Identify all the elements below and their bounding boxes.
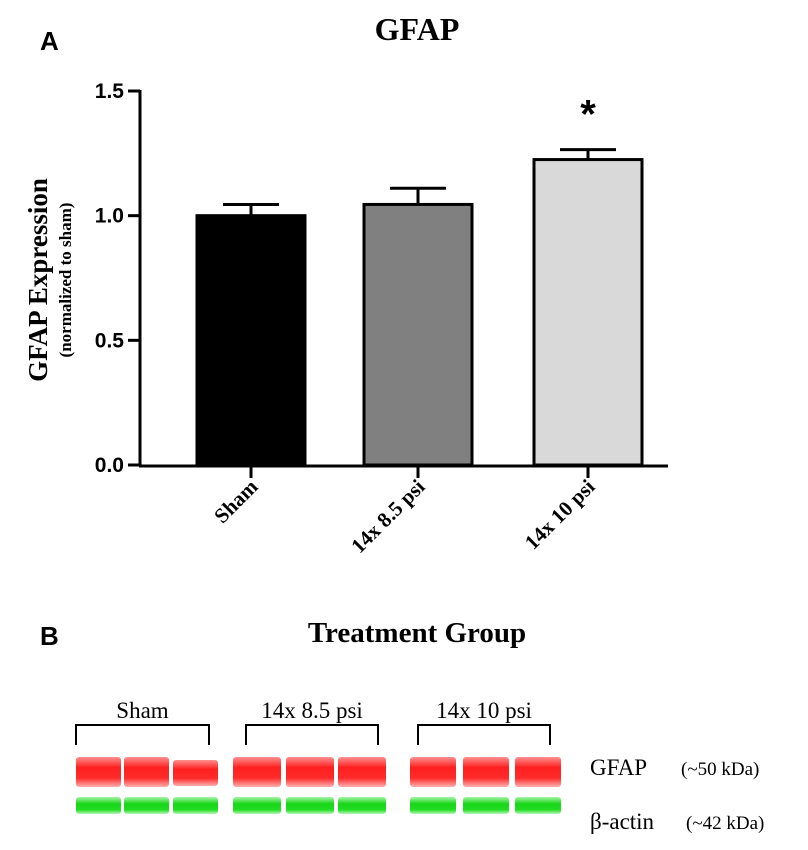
- x-ticks: Sham 14x 8.5 psi 14x 10 psi: [209, 466, 600, 558]
- gfap-band: [410, 757, 456, 787]
- y-tick-label: 0.0: [95, 454, 124, 477]
- gfap-band: [233, 757, 281, 787]
- y-axis-label: GFAP Expression: [23, 178, 53, 382]
- gfap-band: [173, 760, 218, 786]
- actin-band: [410, 797, 456, 814]
- blot-group-label: 14x 8.5 psi: [261, 698, 363, 723]
- panel-b-label: B: [40, 621, 59, 651]
- x-tick-label: 14x 10 psi: [520, 474, 600, 554]
- gfap-band: [338, 757, 386, 787]
- bar-0: [195, 214, 307, 467]
- bars: *: [195, 93, 644, 467]
- actin-band-label: β-actin: [590, 809, 655, 834]
- actin-band: [338, 797, 386, 814]
- gfap-band: [76, 757, 121, 787]
- blot-group-bracket: [75, 724, 210, 745]
- western-blot: Sham 14x 8.5 psi 14x 10 psi GFAP (~50 kDa) β-…: [75, 698, 764, 834]
- x-axis-label: Treatment Group: [308, 617, 526, 649]
- x-tick-label: 14x 8.5 psi: [346, 474, 430, 558]
- y-tick-label: 0.5: [95, 329, 125, 352]
- panel-a-label: A: [40, 26, 59, 56]
- x-tick-label: Sham: [209, 474, 263, 528]
- y-tick-label: 1.0: [95, 205, 124, 228]
- gfap-band-size: (~50 kDa): [681, 759, 759, 780]
- actin-band: [76, 797, 121, 814]
- actin-band: [124, 797, 169, 814]
- actin-band: [286, 797, 334, 814]
- y-axis-sublabel: (normalized to sham): [56, 203, 75, 358]
- bar-1: [362, 202, 474, 467]
- actin-band: [173, 797, 218, 814]
- actin-band: [233, 797, 281, 814]
- chart-title: GFAP: [375, 11, 460, 47]
- bar-2: [532, 158, 644, 467]
- y-ticks: 0.0 0.5 1.0 1.5: [95, 80, 140, 477]
- significance-marker: *: [580, 93, 596, 137]
- actin-band: [463, 797, 509, 814]
- blot-group-bracket: [245, 724, 379, 745]
- blot-group-bracket: [417, 724, 551, 745]
- gfap-band: [515, 757, 561, 787]
- blot-group-label: 14x 10 psi: [436, 698, 532, 723]
- actin-band-size: (~42 kDa): [686, 813, 764, 834]
- y-tick-label: 1.5: [95, 80, 125, 103]
- gfap-band-label: GFAP: [590, 755, 647, 780]
- blot-group-label: Sham: [116, 698, 169, 723]
- gfap-band: [124, 757, 169, 787]
- gfap-band: [463, 757, 509, 787]
- gfap-band: [286, 757, 334, 787]
- actin-band: [515, 797, 561, 814]
